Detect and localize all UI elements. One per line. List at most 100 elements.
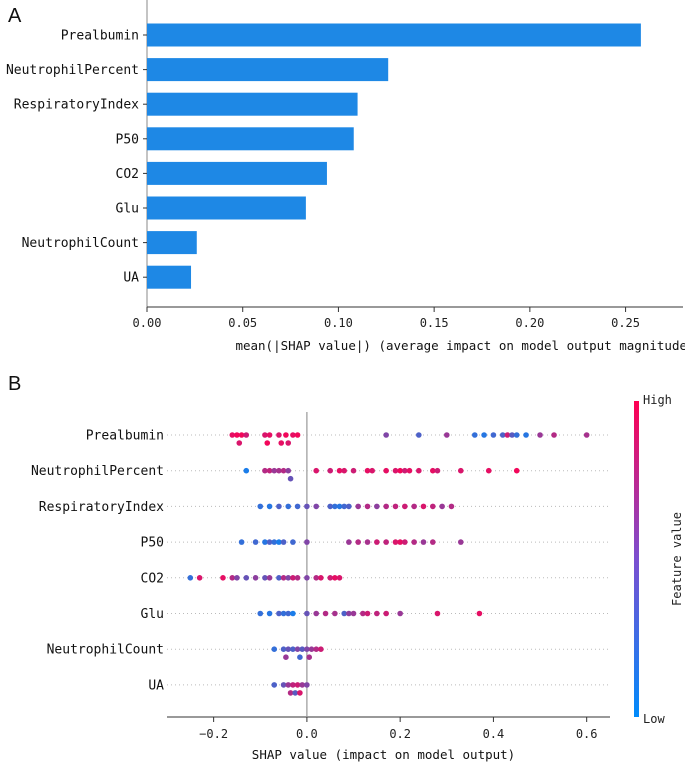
point-prealbumin: [276, 432, 282, 438]
bar-prealbumin: [147, 23, 641, 47]
point-respiratoryindex: [355, 503, 361, 510]
point-neutrophilpercent: [287, 475, 294, 482]
point-neutrophilpercent: [271, 467, 278, 474]
point-glu: [341, 610, 348, 617]
point-glu: [434, 610, 441, 617]
point-neutrophilpercent: [457, 467, 464, 474]
point-p50: [402, 539, 408, 545]
x-tick-label: −0.2: [199, 727, 228, 741]
colorbar-low-label: Low: [643, 712, 665, 726]
feature-label: Glu: [141, 607, 164, 622]
x-tick-label: 0.00: [133, 316, 162, 330]
point-glu: [346, 610, 352, 617]
feature-label: CO2: [141, 571, 164, 586]
point-neutrophilpercent: [276, 467, 282, 474]
point-prealbumin: [283, 432, 289, 438]
feature-label: NeutrophilPercent: [31, 464, 164, 479]
point-p50: [290, 539, 296, 545]
x-tick-label: 0.25: [611, 316, 640, 330]
x-tick-label: 0.4: [483, 727, 505, 741]
feature-label: CO2: [116, 167, 139, 182]
point-respiratoryindex: [276, 503, 282, 510]
point-p50: [374, 539, 380, 545]
point-respiratoryindex: [336, 503, 343, 510]
bar-chart-panel-a: Prealbumin NeutrophilPercent RespiratoryIn…: [6, 0, 685, 353]
point-neutrophilcount: [280, 646, 287, 652]
point-glu: [285, 610, 292, 617]
point-co2: [327, 575, 334, 581]
point-prealbumin: [234, 432, 240, 438]
point-p50: [262, 539, 268, 545]
point-respiratoryindex: [304, 503, 310, 510]
point-prealbumin: [443, 432, 450, 438]
point-neutrophilpercent: [350, 467, 357, 474]
point-co2: [290, 575, 296, 581]
point-prealbumin: [238, 432, 245, 438]
point-glu: [383, 610, 389, 617]
point-prealbumin: [262, 432, 268, 438]
point-prealbumin: [537, 432, 543, 438]
point-prealbumin: [416, 432, 422, 438]
point-ua: [304, 682, 310, 688]
point-glu: [332, 610, 338, 617]
point-respiratoryindex: [294, 503, 301, 510]
point-respiratoryindex: [266, 503, 273, 510]
point-respiratoryindex: [285, 503, 292, 510]
bar-co2: [147, 161, 327, 185]
point-prealbumin: [490, 432, 497, 438]
point-neutrophilcount: [290, 646, 296, 652]
point-p50: [383, 539, 389, 545]
point-neutrophilcount: [299, 646, 306, 652]
point-neutrophilcount: [306, 654, 313, 660]
colorbar-title: Feature value: [670, 512, 684, 606]
point-glu: [280, 610, 287, 617]
point-respiratoryindex: [313, 503, 320, 510]
feature-label: RespiratoryIndex: [14, 98, 139, 113]
feature-label: P50: [141, 536, 164, 551]
point-glu: [360, 610, 366, 617]
point-co2: [220, 575, 226, 581]
point-neutrophilpercent: [513, 467, 520, 474]
point-respiratoryindex: [341, 503, 348, 510]
point-respiratoryindex: [383, 503, 389, 510]
point-co2: [243, 575, 250, 581]
panel-label-a: A: [8, 5, 22, 27]
point-co2: [252, 575, 259, 581]
point-neutrophilcount: [283, 654, 289, 660]
bar-neutrophilcount: [147, 231, 197, 255]
point-co2: [313, 575, 320, 581]
point-prealbumin: [294, 432, 301, 438]
point-neutrophilpercent: [397, 467, 403, 474]
point-glu: [304, 610, 310, 617]
x-tick-label: 0.0: [296, 727, 318, 741]
point-p50: [304, 539, 310, 545]
point-respiratoryindex: [346, 503, 352, 510]
point-ua: [297, 690, 303, 696]
point-glu: [290, 610, 296, 617]
point-glu: [397, 610, 403, 617]
point-ua: [294, 682, 301, 688]
point-prealbumin: [471, 432, 478, 438]
point-neutrophilpercent: [383, 467, 389, 474]
point-neutrophilpercent: [285, 467, 292, 474]
point-co2: [196, 575, 203, 581]
point-neutrophilcount: [294, 646, 301, 652]
point-neutrophilpercent: [485, 467, 492, 474]
point-prealbumin: [551, 432, 557, 438]
point-respiratoryindex: [374, 503, 380, 510]
point-prealbumin: [290, 432, 296, 438]
point-prealbumin: [229, 432, 236, 438]
point-co2: [318, 575, 324, 581]
point-respiratoryindex: [257, 503, 264, 510]
point-p50: [430, 539, 436, 545]
point-neutrophilcount: [271, 646, 278, 652]
point-neutrophilpercent: [416, 467, 422, 474]
beeswarm-chart-panel-b: Prealbumin NeutrophilPercent RespiratoryIn…: [31, 393, 684, 762]
bar-p50: [147, 127, 354, 151]
point-respiratoryindex: [402, 503, 408, 510]
point-ua: [290, 682, 296, 688]
point-p50: [252, 539, 259, 545]
point-co2: [285, 575, 292, 581]
feature-label: UA: [148, 678, 164, 693]
point-co2: [234, 575, 240, 581]
